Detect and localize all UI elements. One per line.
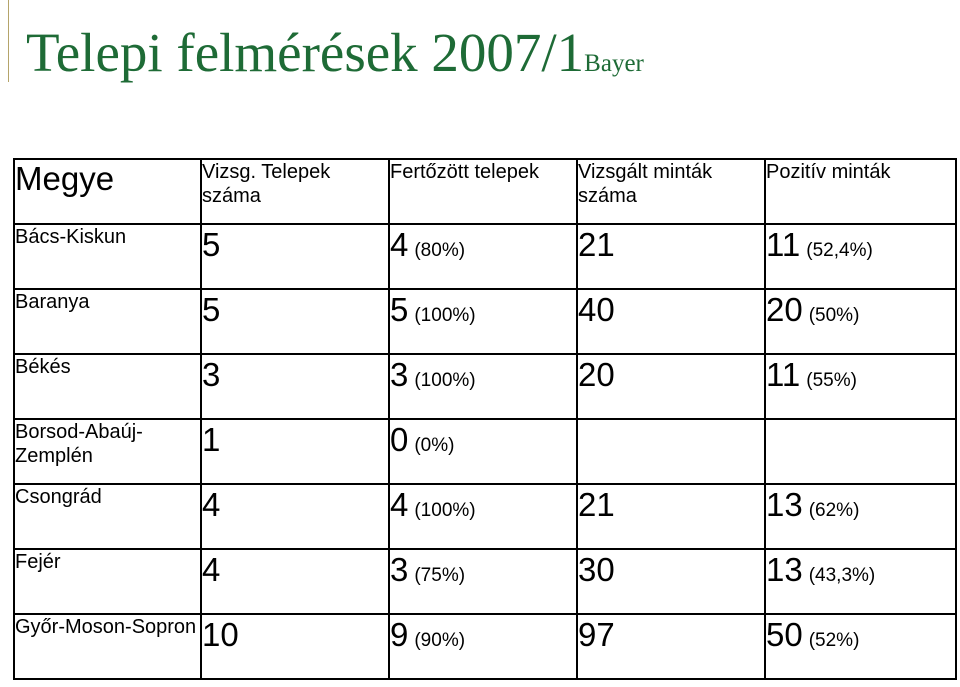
percent-fertozott: (90%) — [414, 630, 466, 651]
percent-pozitiv: (50%) — [808, 305, 860, 326]
value-pozitiv: 11 — [766, 356, 801, 393]
value-telepek: 4 — [202, 551, 221, 588]
value-mintak: 21 — [578, 226, 615, 263]
cell-county: Békés — [13, 353, 202, 420]
cell-pozitiv — [764, 418, 957, 485]
cell-telepek: 3 — [200, 353, 390, 420]
value-telepek: 1 — [202, 421, 221, 458]
value-telepek: 10 — [202, 616, 239, 653]
page-title: Telepi felmérések 2007/1Bayer — [26, 18, 644, 99]
column-header-megye: Megye — [13, 158, 202, 225]
cell-pozitiv: 11 (52,4%) — [764, 223, 957, 290]
value-fertozott: 0 — [390, 421, 409, 458]
cell-mintak: 21 — [576, 223, 766, 290]
percent-fertozott: (100%) — [414, 370, 476, 391]
table-row: Baranya 5 5 (100%) 40 20 (50%) — [13, 288, 957, 355]
accent-line — [8, 0, 9, 82]
cell-county: Győr-Moson-Sopron — [13, 613, 202, 680]
cell-fertozott: 0 (0%) — [388, 418, 578, 485]
cell-fertozott: 5 (100%) — [388, 288, 578, 355]
percent-fertozott: (0%) — [414, 435, 455, 456]
table-row: Csongrád 4 4 (100%) 21 13 (62%) — [13, 483, 957, 550]
cell-fertozott: 3 (75%) — [388, 548, 578, 615]
percent-pozitiv: (62%) — [808, 500, 860, 521]
cell-pozitiv: 13 (43,3%) — [764, 548, 957, 615]
percent-fertozott: (75%) — [414, 565, 466, 586]
table-header-row: Megye Vizsg. Telepek száma Fertőzött tel… — [13, 158, 957, 225]
value-mintak: 21 — [578, 486, 615, 523]
cell-county: Fejér — [13, 548, 202, 615]
value-mintak: 30 — [578, 551, 615, 588]
value-fertozott: 3 — [390, 356, 409, 393]
value-pozitiv: 50 — [766, 616, 803, 653]
table-row: Győr-Moson-Sopron 10 9 (90%) 97 50 (52%) — [13, 613, 957, 680]
value-pozitiv: 13 — [766, 486, 803, 523]
column-header-fertozott: Fertőzött telepek — [388, 158, 578, 225]
value-fertozott: 5 — [390, 291, 409, 328]
value-mintak: 40 — [578, 291, 615, 328]
value-pozitiv: 20 — [766, 291, 803, 328]
percent-fertozott: (80%) — [414, 240, 466, 261]
cell-fertozott: 9 (90%) — [388, 613, 578, 680]
percent-pozitiv: (52,4%) — [806, 240, 873, 261]
title-subtitle: Bayer — [584, 50, 644, 77]
column-header-mintak: Vizsgált minták száma — [576, 158, 766, 225]
value-telepek: 5 — [202, 291, 221, 328]
value-telepek: 3 — [202, 356, 221, 393]
cell-fertozott: 4 (100%) — [388, 483, 578, 550]
survey-table: Megye Vizsg. Telepek száma Fertőzött tel… — [13, 158, 957, 680]
value-telepek: 4 — [202, 486, 221, 523]
column-header-telepek: Vizsg. Telepek száma — [200, 158, 390, 225]
value-mintak: 97 — [578, 616, 615, 653]
cell-mintak: 21 — [576, 483, 766, 550]
table-row: Borsod-Abaúj-Zemplén 1 0 (0%) — [13, 418, 957, 485]
percent-pozitiv: (43,3%) — [808, 565, 876, 586]
cell-mintak: 20 — [576, 353, 766, 420]
value-telepek: 5 — [202, 226, 221, 263]
cell-mintak: 30 — [576, 548, 766, 615]
table-row: Fejér 4 3 (75%) 30 13 (43,3%) — [13, 548, 957, 615]
table-row: Békés 3 3 (100%) 20 11 (55%) — [13, 353, 957, 420]
percent-pozitiv: (52%) — [808, 630, 860, 651]
cell-pozitiv: 50 (52%) — [764, 613, 957, 680]
cell-county: Csongrád — [13, 483, 202, 550]
cell-mintak: 40 — [576, 288, 766, 355]
cell-telepek: 1 — [200, 418, 390, 485]
value-pozitiv: 11 — [766, 226, 801, 263]
cell-telepek: 4 — [200, 483, 390, 550]
cell-mintak: 97 — [576, 613, 766, 680]
title-main: Telepi felmérések 2007/1 — [26, 22, 585, 83]
column-header-pozitiv: Pozitív minták — [764, 158, 957, 225]
value-fertozott: 9 — [390, 616, 409, 653]
cell-county: Borsod-Abaúj-Zemplén — [13, 418, 202, 485]
cell-pozitiv: 11 (55%) — [764, 353, 957, 420]
cell-telepek: 4 — [200, 548, 390, 615]
cell-pozitiv: 13 (62%) — [764, 483, 957, 550]
percent-fertozott: (100%) — [414, 305, 476, 326]
cell-county: Bács-Kiskun — [13, 223, 202, 290]
cell-mintak — [576, 418, 766, 485]
value-fertozott: 4 — [390, 486, 409, 523]
cell-fertozott: 3 (100%) — [388, 353, 578, 420]
table-body: Bács-Kiskun 5 4 (80%) 21 11 (52,4%) Baranya 5 5 (1… — [13, 223, 957, 680]
value-fertozott: 3 — [390, 551, 409, 588]
cell-telepek: 5 — [200, 288, 390, 355]
cell-telepek: 10 — [200, 613, 390, 680]
table-row: Bács-Kiskun 5 4 (80%) 21 11 (52,4%) — [13, 223, 957, 290]
cell-pozitiv: 20 (50%) — [764, 288, 957, 355]
value-pozitiv: 13 — [766, 551, 803, 588]
cell-county: Baranya — [13, 288, 202, 355]
percent-pozitiv: (55%) — [806, 370, 857, 391]
cell-telepek: 5 — [200, 223, 390, 290]
percent-fertozott: (100%) — [414, 500, 476, 521]
value-mintak: 20 — [578, 356, 615, 393]
cell-fertozott: 4 (80%) — [388, 223, 578, 290]
value-fertozott: 4 — [390, 226, 409, 263]
